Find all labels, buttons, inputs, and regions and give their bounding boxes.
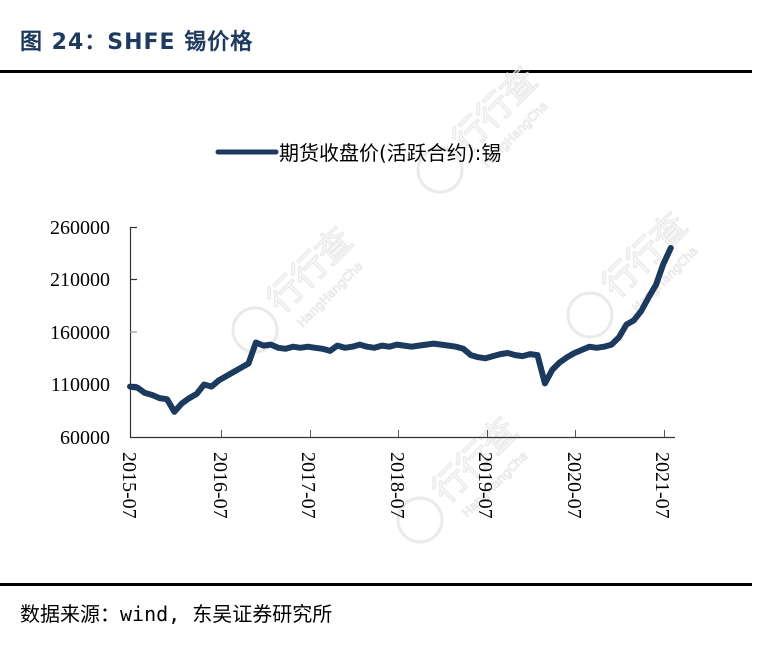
y-tick-label: 60000	[60, 427, 110, 449]
legend: 期货收盘价(活跃合约):锡	[215, 141, 501, 165]
y-tick-label: 110000	[51, 374, 110, 396]
x-tick-label: 2021-07	[651, 452, 673, 519]
series-line-tin-futures	[127, 245, 674, 415]
top-rule	[0, 70, 752, 73]
x-tick-label: 2015-07	[118, 452, 140, 519]
x-tick-label: 2016-07	[209, 452, 231, 519]
x-tick-label: 2020-07	[563, 452, 585, 519]
data-source: 数据来源：wind, 东吴证券研究所	[20, 602, 333, 626]
y-tick-label: 160000	[50, 322, 110, 344]
y-tick-label: 210000	[50, 269, 110, 291]
y-axis: 260000 210000 160000 110000 60000	[50, 217, 137, 449]
x-tick-label: 2017-07	[297, 452, 319, 519]
bottom-rule	[0, 583, 752, 586]
watermark: 行行查 HangHangCha 行行查 HangHangCha 行行查 Hang…	[231, 60, 701, 544]
figure-title: 图 24：SHFE 锡价格	[20, 30, 254, 55]
x-axis: 2015-07 2016-07 2017-07 2018-07 2019-07 …	[118, 430, 675, 519]
x-tick-label: 2019-07	[474, 452, 496, 519]
x-tick-label: 2018-07	[386, 452, 408, 519]
legend-label: 期货收盘价(活跃合约):锡	[279, 141, 501, 165]
y-tick-label: 260000	[50, 217, 110, 239]
